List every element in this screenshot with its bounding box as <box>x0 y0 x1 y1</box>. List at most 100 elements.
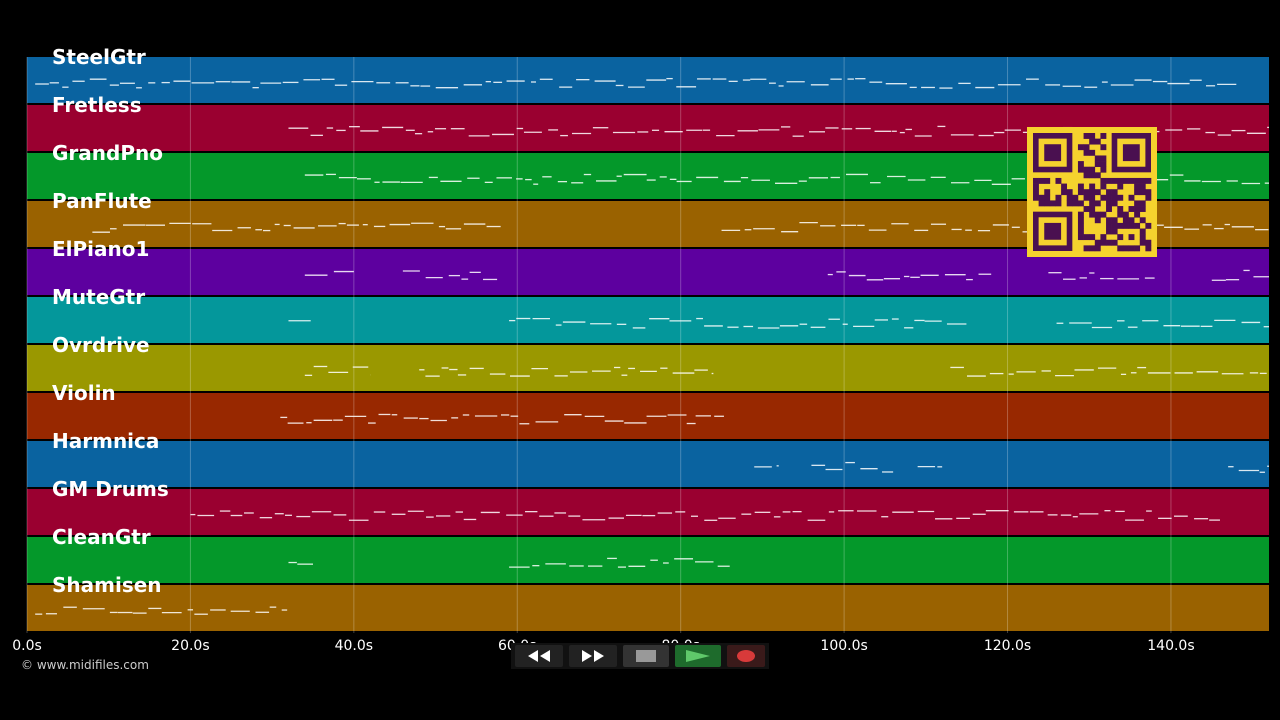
qr-module <box>1094 155 1101 162</box>
qr-module <box>1094 172 1101 179</box>
track-label: Fretless <box>52 93 142 117</box>
qr-module <box>1134 211 1141 218</box>
qr-module <box>1033 189 1039 196</box>
qr-module <box>1128 217 1135 224</box>
qr-module <box>1083 189 1090 196</box>
qr-module <box>1077 183 1084 190</box>
qr-module <box>1089 138 1096 145</box>
qr-module <box>1061 189 1068 196</box>
qr-module <box>1128 222 1135 229</box>
track-lane <box>27 441 1269 487</box>
qr-module <box>1100 194 1107 201</box>
qr-module <box>1038 200 1045 207</box>
qr-module <box>1089 211 1096 218</box>
qr-module <box>1077 166 1084 173</box>
qr-module <box>1134 206 1141 212</box>
qr-module <box>1111 189 1118 196</box>
qr-module <box>1038 194 1045 201</box>
qr-module <box>1134 189 1141 196</box>
record-icon <box>737 650 755 662</box>
qr-module <box>1128 206 1135 212</box>
qr-module <box>1077 228 1084 235</box>
qr-module <box>1117 211 1124 218</box>
qr-module <box>1033 183 1039 190</box>
qr-module <box>1111 194 1118 201</box>
qr-module <box>1055 177 1062 184</box>
qr-module <box>1139 234 1146 241</box>
stop-icon <box>636 650 656 662</box>
qr-module <box>1038 177 1045 184</box>
qr-module <box>1106 239 1112 246</box>
qr-module <box>1106 189 1112 196</box>
qr-module <box>1094 161 1101 168</box>
qr-module <box>1083 194 1090 201</box>
qr-module <box>1089 234 1096 241</box>
qr-module <box>1111 200 1118 207</box>
qr-module <box>1089 183 1096 190</box>
qr-module <box>1077 211 1084 218</box>
track-label: GrandPno <box>52 141 163 165</box>
qr-module <box>1089 194 1096 201</box>
play-button[interactable] <box>675 645 721 667</box>
qr-module <box>1106 177 1112 184</box>
qr-module <box>1083 144 1090 151</box>
qr-module <box>1094 189 1101 196</box>
qr-module <box>1077 200 1084 207</box>
qr-module <box>1100 177 1107 184</box>
qr-module <box>1077 217 1084 224</box>
track-label: CleanGtr <box>52 525 151 549</box>
qr-module <box>1089 206 1096 212</box>
rewind-button[interactable] <box>515 645 563 667</box>
qr-module <box>1122 211 1129 218</box>
tick-label: 120.0s <box>983 638 1032 654</box>
qr-module <box>1100 234 1107 241</box>
qr-module <box>1055 200 1062 207</box>
qr-module <box>1100 211 1107 218</box>
qr-module <box>1049 200 1056 207</box>
qr-module <box>1100 144 1107 151</box>
track-label: GM Drums <box>52 477 169 501</box>
qr-module <box>1094 239 1101 246</box>
track-lane <box>27 537 1269 583</box>
qr-module <box>1106 194 1112 201</box>
fast-forward-button[interactable] <box>569 645 617 667</box>
qr-module <box>1089 172 1096 179</box>
track-label: ElPiano1 <box>52 237 150 261</box>
qr-module <box>1128 234 1135 241</box>
qr-module <box>1077 222 1084 229</box>
qr-module <box>1139 189 1146 196</box>
qr-code <box>1027 127 1157 257</box>
qr-module <box>1100 155 1107 162</box>
qr-module <box>1100 239 1107 246</box>
qr-module <box>1033 177 1039 184</box>
qr-module <box>1089 189 1096 196</box>
qr-module <box>1134 200 1141 207</box>
qr-module <box>1083 245 1090 252</box>
qr-finder <box>1122 144 1140 162</box>
qr-module <box>1106 217 1112 224</box>
qr-module <box>1111 228 1118 235</box>
track-lane <box>27 585 1269 631</box>
tick-label: 140.0s <box>1147 638 1195 654</box>
play-icon <box>686 650 710 662</box>
tick-label: 100.0s <box>820 638 868 654</box>
qr-module <box>1083 206 1090 212</box>
qr-module <box>1083 172 1090 179</box>
track-lane <box>27 345 1269 391</box>
qr-module <box>1077 234 1084 241</box>
qr-module <box>1100 133 1107 139</box>
qr-module <box>1106 222 1112 229</box>
qr-module <box>1066 194 1073 201</box>
qr-module <box>1139 228 1146 235</box>
qr-module <box>1055 194 1062 201</box>
qr-module <box>1094 217 1101 224</box>
qr-module <box>1117 222 1124 229</box>
qr-module <box>1100 161 1107 168</box>
stop-button[interactable] <box>623 645 669 667</box>
qr-module <box>1111 217 1118 224</box>
qr-module <box>1083 149 1090 156</box>
copyright-text: © www.midifiles.com <box>21 658 149 672</box>
track-lane <box>27 297 1269 343</box>
qr-module <box>1122 177 1129 184</box>
record-button[interactable] <box>727 645 765 667</box>
